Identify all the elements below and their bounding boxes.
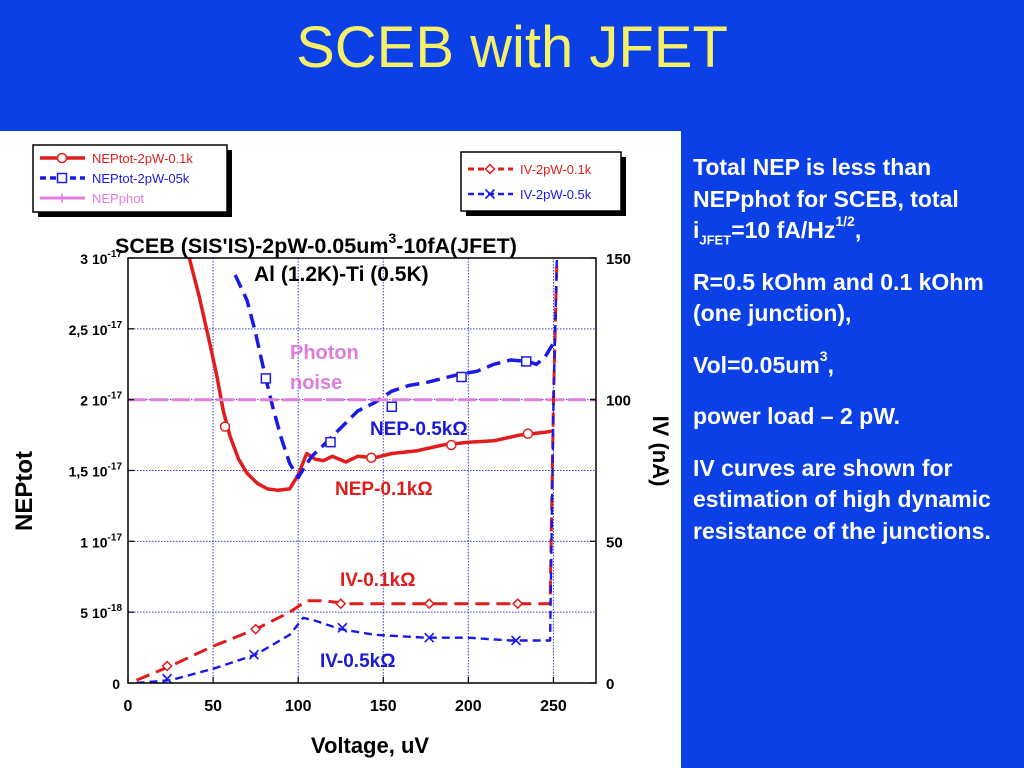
annotation-iv-01k: IV-0.1kΩ [340,570,415,591]
y-left-tick-label: 5 10-18 [80,603,122,621]
x-tick-label: 200 [455,698,482,715]
note-volume: Vol=0.05um3, [693,347,834,378]
legend-right-box [460,151,622,212]
x-tick-label: 250 [540,698,567,715]
note-power-load: power load – 2 pW. [693,403,901,429]
annotation-photon-noise: Photon noise [290,342,364,394]
y-left-tick-label: 2 10-17 [80,391,122,409]
y-left-axis-label: NEPtot [11,451,38,531]
annotation-photon-line1: Photon [290,342,359,364]
series-marker-IV-2pW-0.5k [424,632,435,643]
series-marker-IV-2pW-0.1k [512,598,524,610]
chart-title-line1: SCEB (SIS'IS)-2pW-0.05um3-10fA(JFET) [115,230,517,258]
y-left-tick-label: 3 10-17 [80,249,122,267]
series-marker-IV-2pW-0.5k [337,622,348,633]
x-tick-label: 0 [124,698,133,715]
x-tick-label: 50 [204,698,222,715]
y-right-tick-label: 100 [606,393,631,410]
series-line-IV-2pW-0.5k [136,258,559,683]
legend-marker-IV-2pW-0.5k [484,188,496,200]
series-marker-NEPtot-2pW-05k [456,371,467,383]
series-marker-NEPtot-2pW-05k [520,356,532,367]
series-line-NEPtot-2pW-05k [233,274,555,480]
chart-panel: 0 50 100 150 200 250 0 5 10-18 1 10-17 1,5 10-17 2… [0,131,681,768]
legend-left: NEPtot-2pW-0.1k NEPtot-2pW-05k NEPphot [32,144,232,217]
series-marker-NEPtot-2pW-05k [386,401,398,412]
series-marker-IV-2pW-0.1k [250,623,262,635]
series-marker-NEPtot-2pW-0.1k [446,439,457,451]
y-left-tick-label: 0 [112,676,120,692]
series-marker-IV-2pW-0.5k [162,673,173,683]
series-marker-IV-2pW-0.5k [510,635,522,646]
y-left-tick-label: 2,5 10-17 [69,320,123,338]
notes-panel: Total NEP is less than NEPphot for SCEB,… [693,152,1018,567]
note-iv-curves: IV curves are shown for estimation of hi… [693,454,991,544]
annotation-photon-line2: noise [290,372,342,394]
series-marker-IV-2pW-0.1k [423,598,435,610]
legend-label-IV-2pW-0.1k: IV-2pW-0.1k [520,162,592,177]
legend-marker-NEPphot [57,193,67,203]
note-resistance: R=0.5 kOhm and 0.1 kOhm (one junction), [693,268,984,327]
annotation-iv-05k: IV-0.5kΩ [320,651,395,672]
series-marker-NEPtot-2pW-05k [325,436,336,448]
annotation-nep-05k: NEP-0.5kΩ [370,419,468,440]
series-marker-NEPtot-2pW-05k [260,373,272,384]
series-marker-NEPtot-2pW-0.1k [522,428,534,439]
legend-marker-NEPtot-2pW-05k [56,172,68,184]
series-marker-IV-2pW-0.1k [161,660,173,672]
y-right-axis-label: IV (nA) [648,416,673,487]
x-tick-label: 150 [370,698,397,715]
legend-label-NEPphot: NEPphot [92,191,144,206]
slide-title: SCEB with JFET [296,15,728,80]
legend-label-NEPtot-2pW-05k: NEPtot-2pW-05k [92,171,190,186]
series-marker-IV-2pW-0.1k [335,598,347,610]
legend-label-NEPtot-2pW-0.1k: NEPtot-2pW-0.1k [92,151,193,166]
y-right-tick-label: 150 [606,251,631,268]
y-right-tick-label: 0 [606,676,614,693]
x-axis-label: Voltage, uV [311,733,429,758]
legend-marker-IV-2pW-0.1k [484,163,496,175]
y-left-tick-label: 1,5 10-17 [69,462,123,480]
series-marker-NEPtot-2pW-0.1k [366,452,377,463]
y-left-tick-label: 1 10-17 [80,532,122,550]
legend-label-IV-2pW-0.5k: IV-2pW-0.5k [520,187,592,202]
chart-title-line2: Al (1.2K)-Ti (0.5K) [254,263,429,286]
annotation-nep-01k: NEP-0.1kΩ [335,479,433,500]
series-marker-NEPtot-2pW-0.1k [219,421,231,432]
note-total-nep: Total NEP is less than NEPphot for SCEB,… [693,154,959,248]
series-marker-IV-2pW-0.5k [248,649,260,660]
x-tick-label: 100 [285,698,312,715]
series-line-IV-2pW-0.1k [135,258,559,682]
chart-svg: 0 50 100 150 200 250 0 5 10-18 1 10-17 1,5 10-17 2… [11,144,673,758]
legend-marker-NEPtot-2pW-0.1k [56,152,68,164]
legend-right: IV-2pW-0.1k IV-2pW-0.5k [460,151,626,216]
y-right-tick-label: 50 [606,534,623,551]
